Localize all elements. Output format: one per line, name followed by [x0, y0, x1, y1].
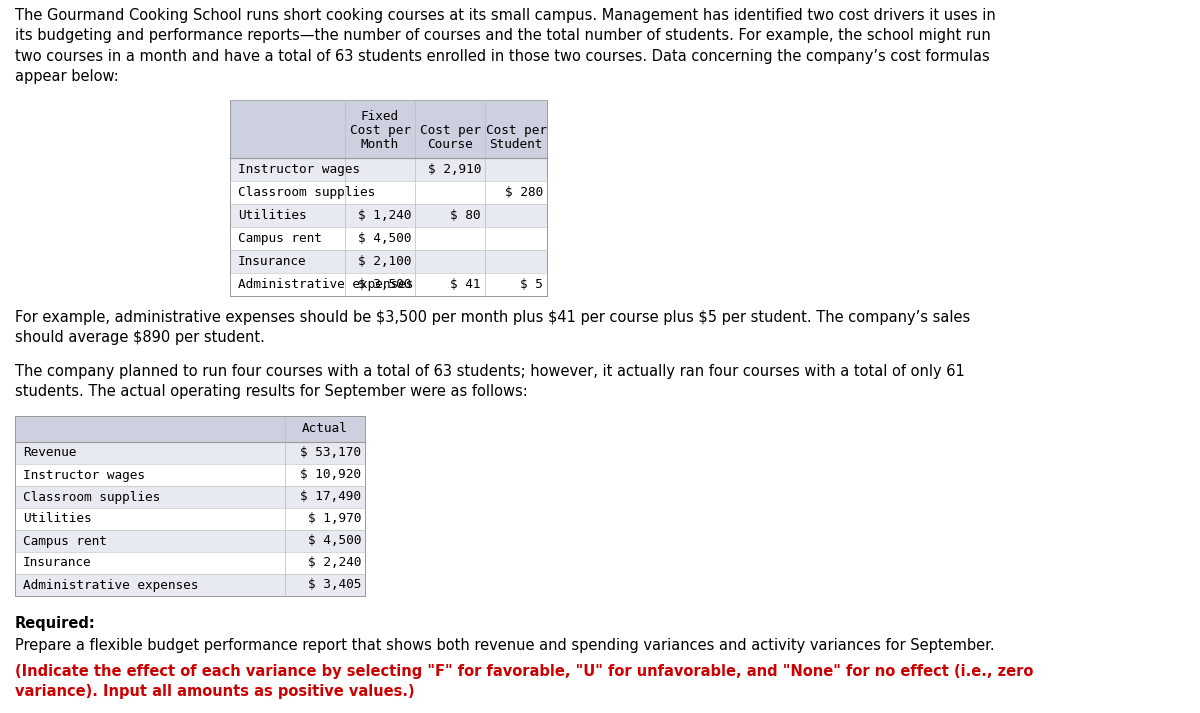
Text: Administrative expenses: Administrative expenses [238, 278, 413, 291]
Text: Classroom supplies: Classroom supplies [23, 491, 161, 503]
Bar [14, 416, 365, 442]
Text: $ 1,970: $ 1,970 [307, 513, 361, 525]
Text: $ 4,500: $ 4,500 [307, 535, 361, 548]
Bar [230, 273, 547, 296]
Text: $ 17,490: $ 17,490 [300, 491, 361, 503]
Text: The company planned to run four courses with a total of 63 students; however, it: The company planned to run four courses … [14, 364, 965, 399]
Bar [14, 442, 365, 464]
Text: $ 4,500: $ 4,500 [358, 232, 410, 245]
Text: Campus rent: Campus rent [238, 232, 322, 245]
Bar [14, 574, 365, 596]
Text: Prepare a flexible budget performance report that shows both revenue and spendin: Prepare a flexible budget performance re… [14, 638, 995, 653]
Text: Classroom supplies: Classroom supplies [238, 186, 376, 199]
Bar [230, 100, 547, 158]
Text: $ 10,920: $ 10,920 [300, 468, 361, 481]
Text: Actual: Actual [302, 423, 348, 436]
Text: $ 280: $ 280 [505, 186, 542, 199]
Bar [230, 100, 547, 296]
Text: $ 3,500: $ 3,500 [358, 278, 410, 291]
Text: For example, administrative expenses should be $3,500 per month plus $41 per cou: For example, administrative expenses sho… [14, 310, 971, 345]
Text: Instructor wages: Instructor wages [23, 468, 145, 481]
Bar [14, 416, 365, 596]
Bar [14, 464, 365, 486]
Bar [230, 204, 547, 227]
Text: Utilities: Utilities [238, 209, 307, 222]
Text: $ 1,240: $ 1,240 [358, 209, 410, 222]
Text: Cost per: Cost per [486, 124, 546, 137]
Bar [14, 486, 365, 508]
Text: $ 2,100: $ 2,100 [358, 255, 410, 268]
Bar [230, 181, 547, 204]
Text: $ 2,910: $ 2,910 [427, 163, 481, 176]
Text: Course: Course [427, 138, 473, 151]
Text: $ 3,405: $ 3,405 [307, 578, 361, 592]
Text: Fixed: Fixed [361, 110, 400, 123]
Bar [14, 552, 365, 574]
Text: $ 5: $ 5 [520, 278, 542, 291]
Bar [230, 158, 547, 181]
Bar [14, 508, 365, 530]
Text: Campus rent: Campus rent [23, 535, 107, 548]
Bar [230, 227, 547, 250]
Text: Revenue: Revenue [23, 446, 77, 459]
Bar [230, 250, 547, 273]
Text: (Indicate the effect of each variance by selecting "F" for favorable, "U" for un: (Indicate the effect of each variance by… [14, 664, 1033, 699]
Text: Student: Student [490, 138, 542, 151]
Text: $ 53,170: $ 53,170 [300, 446, 361, 459]
Text: Month: Month [361, 138, 400, 151]
Text: $ 41: $ 41 [450, 278, 481, 291]
Text: Administrative expenses: Administrative expenses [23, 578, 198, 592]
Text: Required:: Required: [14, 616, 96, 631]
Text: Cost per: Cost per [420, 124, 480, 137]
Text: $ 2,240: $ 2,240 [307, 557, 361, 570]
Bar [14, 530, 365, 552]
Text: Utilities: Utilities [23, 513, 91, 525]
Text: Cost per: Cost per [349, 124, 410, 137]
Text: Instructor wages: Instructor wages [238, 163, 360, 176]
Text: The Gourmand Cooking School runs short cooking courses at its small campus. Mana: The Gourmand Cooking School runs short c… [14, 8, 996, 84]
Text: Insurance: Insurance [238, 255, 307, 268]
Text: Insurance: Insurance [23, 557, 91, 570]
Text: $ 80: $ 80 [450, 209, 481, 222]
